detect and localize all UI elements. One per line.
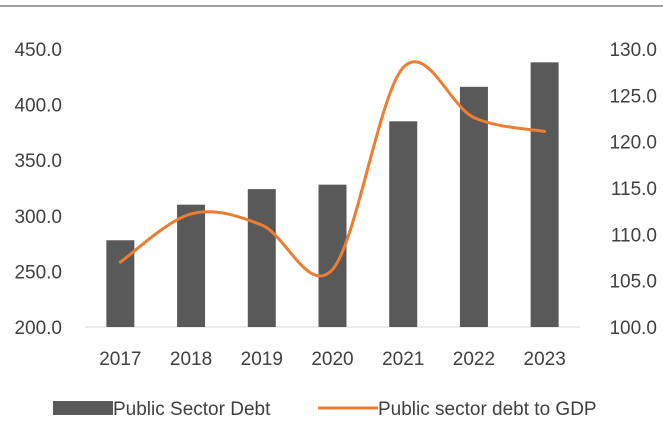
x-tick-label: 2022 (453, 349, 495, 370)
left-tick-label: 250.0 (14, 262, 62, 283)
right-tick-label: 125.0 (609, 86, 657, 107)
bar-2019 (247, 189, 276, 327)
x-tick-label: 2023 (524, 349, 566, 370)
legend-swatch-bar (53, 401, 113, 415)
right-tick-label: 120.0 (609, 133, 657, 154)
x-tick-label: 2021 (382, 349, 424, 370)
x-axis-ticks: 2017 2018 2019 2020 2021 2022 2023 (99, 349, 566, 370)
right-tick-label: 110.0 (611, 225, 657, 246)
left-tick-label: 300.0 (14, 207, 62, 228)
left-axis-ticks: 200.0 250.0 300.0 350.0 400.0 450.0 (14, 40, 62, 339)
left-tick-label: 350.0 (14, 151, 62, 172)
right-tick-label: 115.0 (611, 179, 657, 200)
x-tick-label: 2019 (241, 349, 283, 370)
bar-series (106, 62, 559, 328)
line-public-sector-debt-to-gdp (118, 60, 547, 278)
legend: Public Sector Debt Public sector debt to… (53, 399, 597, 420)
legend-label-line: Public sector debt to GDP (378, 399, 597, 420)
line-series-group (118, 60, 547, 278)
bar-2020 (318, 184, 347, 327)
bar-2023 (530, 62, 559, 328)
x-tick-label: 2020 (311, 349, 353, 370)
right-tick-label: 100.0 (609, 318, 657, 339)
bar-2022 (459, 86, 488, 327)
x-tick-label: 2018 (170, 349, 212, 370)
bar-2021 (389, 121, 418, 327)
left-tick-label: 400.0 (14, 96, 62, 117)
right-axis-ticks: 100.0 105.0 110.0 115.0 120.0 125.0 130.0 (609, 40, 657, 339)
x-tick-label: 2017 (99, 349, 141, 370)
right-tick-label: 130.0 (609, 40, 657, 61)
bar-2018 (177, 204, 206, 327)
right-tick-label: 105.0 (609, 272, 657, 293)
left-tick-label: 450.0 (14, 40, 62, 61)
legend-label-bar: Public Sector Debt (113, 399, 271, 420)
left-tick-label: 200.0 (14, 318, 62, 339)
